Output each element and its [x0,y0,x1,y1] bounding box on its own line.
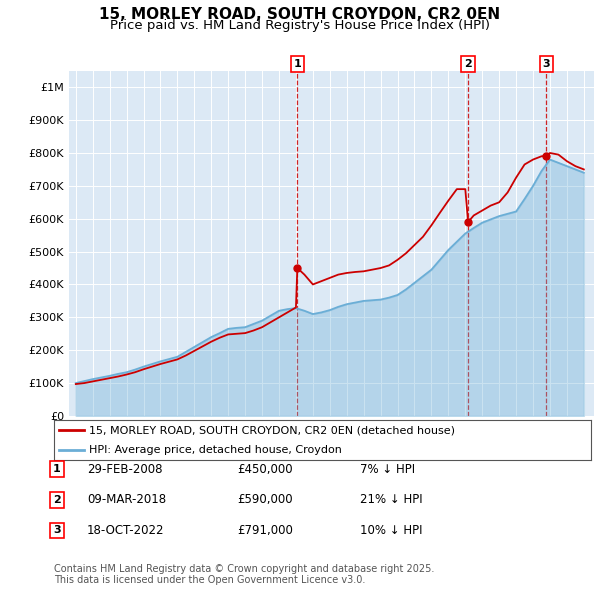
Text: 29-FEB-2008: 29-FEB-2008 [87,463,163,476]
Text: £791,000: £791,000 [237,524,293,537]
Text: 09-MAR-2018: 09-MAR-2018 [87,493,166,506]
Text: £590,000: £590,000 [237,493,293,506]
Text: 3: 3 [542,59,550,69]
Text: 10% ↓ HPI: 10% ↓ HPI [360,524,422,537]
Text: 15, MORLEY ROAD, SOUTH CROYDON, CR2 0EN: 15, MORLEY ROAD, SOUTH CROYDON, CR2 0EN [100,7,500,22]
Text: HPI: Average price, detached house, Croydon: HPI: Average price, detached house, Croy… [89,445,342,455]
Text: 2: 2 [53,495,61,504]
Text: Contains HM Land Registry data © Crown copyright and database right 2025.
This d: Contains HM Land Registry data © Crown c… [54,563,434,585]
Text: 2: 2 [464,59,472,69]
Text: 18-OCT-2022: 18-OCT-2022 [87,524,164,537]
Text: 3: 3 [53,526,61,535]
Text: 1: 1 [293,59,301,69]
Text: Price paid vs. HM Land Registry's House Price Index (HPI): Price paid vs. HM Land Registry's House … [110,19,490,32]
Text: 15, MORLEY ROAD, SOUTH CROYDON, CR2 0EN (detached house): 15, MORLEY ROAD, SOUTH CROYDON, CR2 0EN … [89,425,455,435]
Text: 7% ↓ HPI: 7% ↓ HPI [360,463,415,476]
Text: 21% ↓ HPI: 21% ↓ HPI [360,493,422,506]
Text: 1: 1 [53,464,61,474]
Text: £450,000: £450,000 [237,463,293,476]
